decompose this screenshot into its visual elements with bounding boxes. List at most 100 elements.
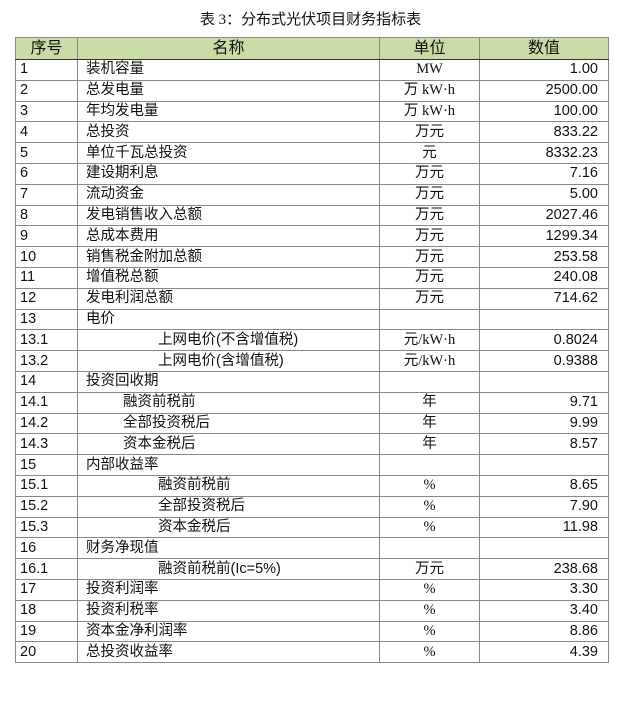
cell-unit: 元/kW·h <box>379 329 480 352</box>
cell-unit <box>379 537 480 560</box>
table-row: 5 单位千瓦总投资元 8332.23 <box>15 142 609 164</box>
cell-name: 全部投资税后 <box>77 495 380 518</box>
cell-unit: 万元 <box>379 204 480 227</box>
table-row: 15.3 资本金税后% 11.98 <box>15 516 609 539</box>
cell-unit: 万元 <box>379 162 480 185</box>
cell-value: 4.39 <box>479 641 609 664</box>
cell-unit: % <box>379 474 480 497</box>
cell-name: 流动资金 <box>77 183 380 206</box>
cell-no: 18 <box>15 599 78 622</box>
cell-value: 833.22 <box>479 121 609 144</box>
table-row: 11 增值税总额 万元 240.08 <box>15 266 609 289</box>
cell-no: 3 <box>15 100 78 123</box>
cell-no: 16 <box>15 537 78 560</box>
cell-value: 11.98 <box>479 516 609 539</box>
cell-value <box>479 537 609 560</box>
table-row: 10 销售税金附加总额 万元 253.58 <box>15 246 609 268</box>
cell-name: 电价 <box>77 308 380 331</box>
table-row: 3 年均发电量万 kW·h 100.00 <box>15 100 609 123</box>
cell-name: 装机容量 <box>77 59 380 81</box>
table-title: 表 3：分布式光伏项目财务指标表 <box>199 12 422 28</box>
table-row: 15.2 全部投资税后% 7.90 <box>15 495 609 518</box>
cell-value <box>479 454 609 476</box>
cell-unit: 万 kW·h <box>379 100 480 123</box>
cell-name: 总投资收益率 <box>77 641 380 664</box>
table-row: 1 装机容量 MW 1.00 <box>15 59 609 81</box>
header-no: 序号 <box>15 37 78 60</box>
cell-value <box>479 370 609 393</box>
table-row: 16 财务净现值 <box>15 537 609 560</box>
header-value: 数值 <box>479 37 609 60</box>
cell-value: 3.30 <box>479 578 609 601</box>
cell-no: 2 <box>15 79 78 102</box>
cell-no: 13.2 <box>15 350 78 372</box>
cell-no: 5 <box>15 142 78 164</box>
table-row: 2 总发电量万 kW·h 2500.00 <box>15 79 609 102</box>
cell-unit <box>379 308 480 331</box>
cell-unit <box>379 370 480 393</box>
cell-unit: % <box>379 578 480 601</box>
cell-no: 11 <box>15 266 78 289</box>
cell-no: 1 <box>15 59 78 81</box>
table-row: 7 流动资金 万元 5.00 <box>15 183 609 206</box>
cell-unit: % <box>379 599 480 622</box>
cell-no: 20 <box>15 641 78 664</box>
cell-name: 发电销售收入总额 <box>77 204 380 227</box>
cell-unit: 万元 <box>379 266 480 289</box>
cell-name: 资本金税后 <box>77 433 380 456</box>
cell-name: 上网电价(不含增值税) <box>77 329 380 352</box>
cell-unit: % <box>379 620 480 643</box>
table-row: 16.1 融资前税前(Ic=5%) 万元 238.68 <box>15 558 609 580</box>
cell-unit <box>379 454 480 476</box>
cell-no: 6 <box>15 162 78 185</box>
cell-name: 建设期利息 <box>77 162 380 185</box>
cell-unit: 万元 <box>379 558 480 580</box>
financial-indicators-table: 序号 名称 单位 数值 1 装机容量 MW 1.00 2 总发电量万 kW·h 2500.0… <box>15 37 609 664</box>
cell-value: 5.00 <box>479 183 609 206</box>
cell-value: 3.40 <box>479 599 609 622</box>
cell-name: 年均发电量 <box>77 100 380 123</box>
cell-name: 全部投资税后 <box>77 412 380 435</box>
cell-no: 17 <box>15 578 78 601</box>
cell-name: 上网电价(含增值税) <box>77 350 380 372</box>
cell-no: 10 <box>15 246 78 268</box>
header-name: 名称 <box>77 37 380 60</box>
cell-value: 8.57 <box>479 433 609 456</box>
table-row: 20 总投资收益率% 4.39 <box>15 641 609 664</box>
cell-name: 资本金净利润率 <box>77 620 380 643</box>
table-row: 15.1 融资前税前% 8.65 <box>15 474 609 497</box>
cell-no: 14.1 <box>15 391 78 414</box>
cell-value: 8.65 <box>479 474 609 497</box>
cell-value: 8.86 <box>479 620 609 643</box>
header-unit: 单位 <box>379 37 480 60</box>
cell-unit: 万元 <box>379 287 480 310</box>
cell-name: 投资利税率 <box>77 599 380 622</box>
cell-value <box>479 308 609 331</box>
cell-no: 15.3 <box>15 516 78 539</box>
cell-no: 13.1 <box>15 329 78 352</box>
cell-name: 资本金税后 <box>77 516 380 539</box>
cell-value: 240.08 <box>479 266 609 289</box>
cell-name: 内部收益率 <box>77 454 380 476</box>
cell-unit: MW <box>379 59 480 81</box>
table-row: 12 发电利润总额 万元 714.62 <box>15 287 609 310</box>
table-row: 13.1 上网电价(不含增值税) 元/kW·h 0.8024 <box>15 329 609 352</box>
cell-value: 7.16 <box>479 162 609 185</box>
cell-name: 单位千瓦总投资 <box>77 142 380 164</box>
cell-value: 1299.34 <box>479 225 609 248</box>
cell-no: 12 <box>15 287 78 310</box>
cell-no: 7 <box>15 183 78 206</box>
cell-name: 总成本费用 <box>77 225 380 248</box>
cell-value: 100.00 <box>479 100 609 123</box>
table-row: 13.2 上网电价(含增值税) 元/kW·h 0.9388 <box>15 350 609 372</box>
cell-value: 0.9388 <box>479 350 609 372</box>
cell-unit: 元 <box>379 142 480 164</box>
cell-unit: 万元 <box>379 246 480 268</box>
cell-value: 8332.23 <box>479 142 609 164</box>
cell-name: 发电利润总额 <box>77 287 380 310</box>
table-row: 14.1 融资前税前年 9.71 <box>15 391 609 414</box>
cell-no: 15 <box>15 454 78 476</box>
cell-name: 总发电量 <box>77 79 380 102</box>
cell-name: 销售税金附加总额 <box>77 246 380 268</box>
table-row: 18 投资利税率% 3.40 <box>15 599 609 622</box>
